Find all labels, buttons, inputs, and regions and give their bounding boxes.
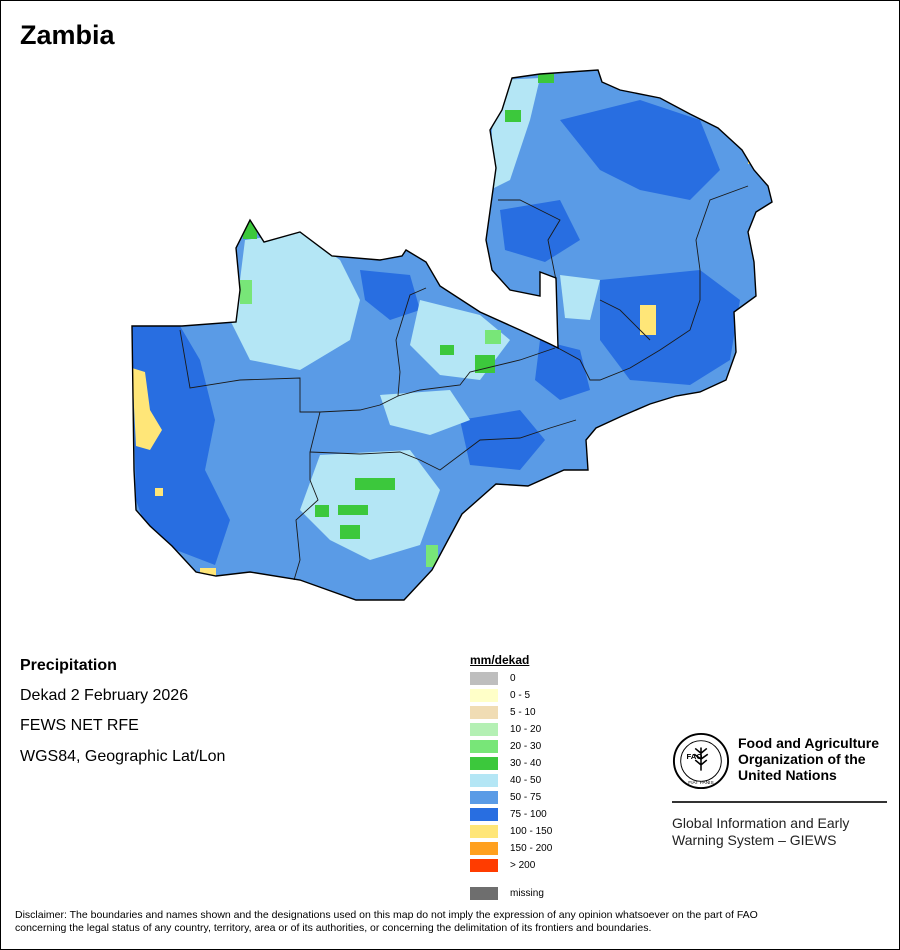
boundary-eastern: [557, 185, 749, 381]
legend-label: missing: [510, 888, 544, 899]
fao-logo-motto: FIAT PANIS: [688, 780, 714, 786]
legend-swatch: [470, 774, 498, 787]
legend-swatch: [470, 808, 498, 821]
zone-40-50-lake: [560, 275, 600, 320]
fao-logo-text: FAO: [687, 752, 703, 761]
zone-75-100-luapula: [500, 200, 580, 262]
legend-swatch: [470, 825, 498, 838]
disclaimer-line: concerning the legal status of any count…: [15, 922, 652, 934]
legend-swatch: [470, 689, 498, 702]
precipitation-map: [131, 69, 773, 601]
legend-label: 0: [510, 673, 516, 684]
legend-label: > 200: [510, 860, 536, 871]
legend-swatch: [470, 842, 498, 855]
disclaimer: Disclaimer: The boundaries and names sho…: [15, 909, 885, 935]
fao-organization-name: Food and Agriculture Organization of the…: [738, 735, 879, 783]
zone-30-40-patch: [355, 478, 395, 490]
legend-swatch: [470, 887, 498, 900]
zone-75-100-copperbelt: [360, 270, 420, 320]
fao-name-line: United Nations: [738, 767, 837, 783]
zone-20-30-patch: [485, 330, 501, 344]
province-boundaries: [179, 185, 749, 581]
boundary-copperbelt-central: [397, 347, 556, 397]
fao-logo-icon: FAO FIAT PANIS: [672, 732, 730, 790]
legend-label: 40 - 50: [510, 775, 542, 786]
precipitation-raster: [132, 70, 772, 600]
divider: [672, 801, 887, 803]
legend-swatch: [470, 672, 498, 685]
zone-40-50-lusaka: [380, 390, 470, 435]
zone-30-40-patch: [338, 505, 368, 515]
legend-label: 50 - 75: [510, 792, 542, 803]
source-label: FEWS NET RFE: [20, 717, 139, 734]
disclaimer-line: Disclaimer: The boundaries and names sho…: [15, 909, 758, 921]
zone-75-100-northeast: [560, 100, 720, 200]
boundary-muchinga: [599, 299, 651, 341]
zone-75-100-east: [600, 270, 740, 385]
map-title: Zambia: [20, 20, 115, 50]
legend-label: 150 - 200: [510, 843, 553, 854]
boundary-southern-lusaka: [309, 419, 577, 471]
legend-swatch: [470, 706, 498, 719]
zone-20-30-patch: [426, 545, 438, 567]
legend-swatch: [470, 791, 498, 804]
zone-100-150-west-dot: [155, 488, 163, 496]
zone-40-50-south: [300, 450, 440, 560]
country-outline: [131, 69, 773, 601]
boundary-northwestern: [179, 287, 427, 413]
legend-swatch: [470, 740, 498, 753]
legend-title: mm/dekad: [470, 653, 530, 667]
legend-label: 20 - 30: [510, 741, 542, 752]
zone-30-40-patch: [505, 110, 521, 122]
legend-label: 30 - 40: [510, 758, 542, 769]
zone-100-150-east: [640, 305, 656, 335]
zone-30-40-patch: [340, 525, 360, 539]
zone-40-50-northwest: [230, 232, 360, 370]
zone-75-100-central: [460, 410, 545, 470]
giews-name: Global Information and Early Warning Sys…: [672, 815, 849, 849]
fao-name-line: Organization of the: [738, 751, 866, 767]
giews-line: Global Information and Early: [672, 815, 850, 831]
legend-label: 5 - 10: [510, 707, 536, 718]
zone-30-40-patch: [475, 355, 495, 373]
zone-75-100-luangwa: [535, 340, 590, 400]
zone-30-40-patch: [538, 73, 554, 83]
giews-line: Warning System – GIEWS: [672, 832, 837, 848]
period-label: Dekad 2 February 2026: [20, 687, 189, 704]
legend-label: 10 - 20: [510, 724, 542, 735]
boundary-luapula: [498, 199, 561, 281]
legend-swatch: [470, 723, 498, 736]
zone-20-30-patch: [240, 280, 252, 304]
legend-label: 0 - 5: [510, 690, 531, 701]
projection-label: WGS84, Geographic Lat/Lon: [20, 748, 226, 765]
legend-label: 75 - 100: [510, 809, 547, 820]
legend-swatch: [470, 757, 498, 770]
zone-100-150-west: [132, 368, 162, 450]
zone-30-40-patch: [315, 505, 329, 517]
fao-name-line: Food and Agriculture: [738, 735, 880, 751]
variable-label: Precipitation: [20, 657, 117, 674]
legend-label: 100 - 150: [510, 826, 553, 837]
zone-30-40-patch: [243, 213, 257, 239]
zone-30-40-patch: [440, 345, 454, 355]
legend-swatch: [470, 859, 498, 872]
zone-100-150-south: [200, 568, 216, 576]
